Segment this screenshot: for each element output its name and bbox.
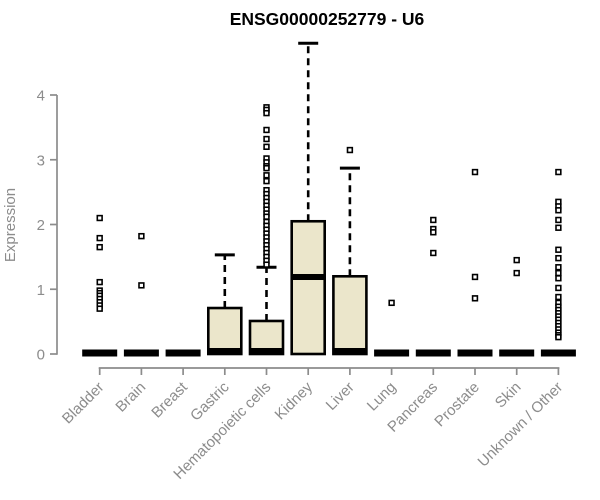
outlier-point bbox=[263, 109, 270, 117]
outlier-point bbox=[555, 269, 562, 277]
outlier-point bbox=[96, 234, 103, 242]
collapsed-box bbox=[540, 349, 576, 357]
outlier-point bbox=[513, 256, 520, 264]
collapsed-box bbox=[82, 349, 118, 357]
outlier-point bbox=[555, 224, 562, 231]
chart-title: ENSG00000252779 - U6 bbox=[230, 9, 425, 29]
y-axis-label: Expression bbox=[2, 188, 19, 262]
collapsed-box bbox=[457, 349, 493, 357]
outlier-point bbox=[430, 216, 437, 224]
y-tick-label: 3 bbox=[37, 152, 45, 169]
collapsed-box bbox=[415, 349, 451, 357]
outlier-point bbox=[555, 254, 562, 262]
outlier-point bbox=[555, 246, 562, 253]
outlier-point bbox=[138, 282, 145, 289]
x-tick-label: Brain bbox=[112, 379, 149, 416]
box bbox=[290, 219, 327, 356]
collapsed-box bbox=[374, 349, 410, 357]
outlier-point bbox=[263, 143, 270, 150]
outlier-point bbox=[263, 213, 270, 220]
outlier-point bbox=[555, 168, 562, 176]
outlier-point bbox=[555, 264, 562, 271]
x-tick-label: Kidney bbox=[272, 378, 317, 423]
outlier-point bbox=[471, 168, 479, 176]
outlier-point bbox=[555, 207, 562, 214]
outlier-point bbox=[430, 229, 437, 236]
outlier-point bbox=[263, 164, 270, 172]
x-tick-label: Prostate bbox=[431, 379, 483, 431]
y-tick-label: 1 bbox=[37, 282, 45, 299]
outlier-point bbox=[96, 214, 103, 222]
outlier-point bbox=[555, 284, 562, 292]
y-tick-label: 0 bbox=[37, 347, 45, 364]
outlier-point bbox=[430, 249, 437, 257]
collapsed-box bbox=[499, 349, 535, 357]
collapsed-box bbox=[123, 349, 159, 357]
outlier-point bbox=[263, 261, 270, 268]
outlier-point bbox=[263, 172, 270, 179]
outlier-point bbox=[138, 232, 145, 240]
outlier-point bbox=[263, 126, 270, 134]
outlier-point bbox=[263, 177, 270, 185]
x-tick-label: Bladder bbox=[59, 379, 108, 428]
outlier-point bbox=[555, 293, 562, 301]
outlier-point bbox=[96, 305, 103, 312]
outlier-point bbox=[555, 216, 562, 224]
outlier-point bbox=[555, 275, 562, 282]
outlier-point bbox=[96, 243, 103, 251]
y-tick-label: 2 bbox=[37, 217, 45, 234]
outlier-point bbox=[346, 146, 354, 154]
y-tick-label: 4 bbox=[37, 88, 45, 105]
x-tick-label: Skin bbox=[492, 379, 525, 412]
outlier-point bbox=[96, 278, 103, 286]
outlier-point bbox=[471, 273, 479, 281]
x-tick-label: Lung bbox=[364, 379, 400, 415]
box bbox=[332, 274, 368, 356]
outlier-point bbox=[471, 295, 479, 302]
outlier-point bbox=[388, 299, 395, 307]
outlier-point bbox=[555, 333, 562, 341]
outlier-point bbox=[263, 135, 270, 143]
x-tick-label: Breast bbox=[148, 378, 191, 421]
box bbox=[207, 306, 243, 356]
outlier-point bbox=[513, 269, 520, 277]
collapsed-box bbox=[165, 349, 201, 357]
x-tick-label: Liver bbox=[323, 379, 358, 414]
